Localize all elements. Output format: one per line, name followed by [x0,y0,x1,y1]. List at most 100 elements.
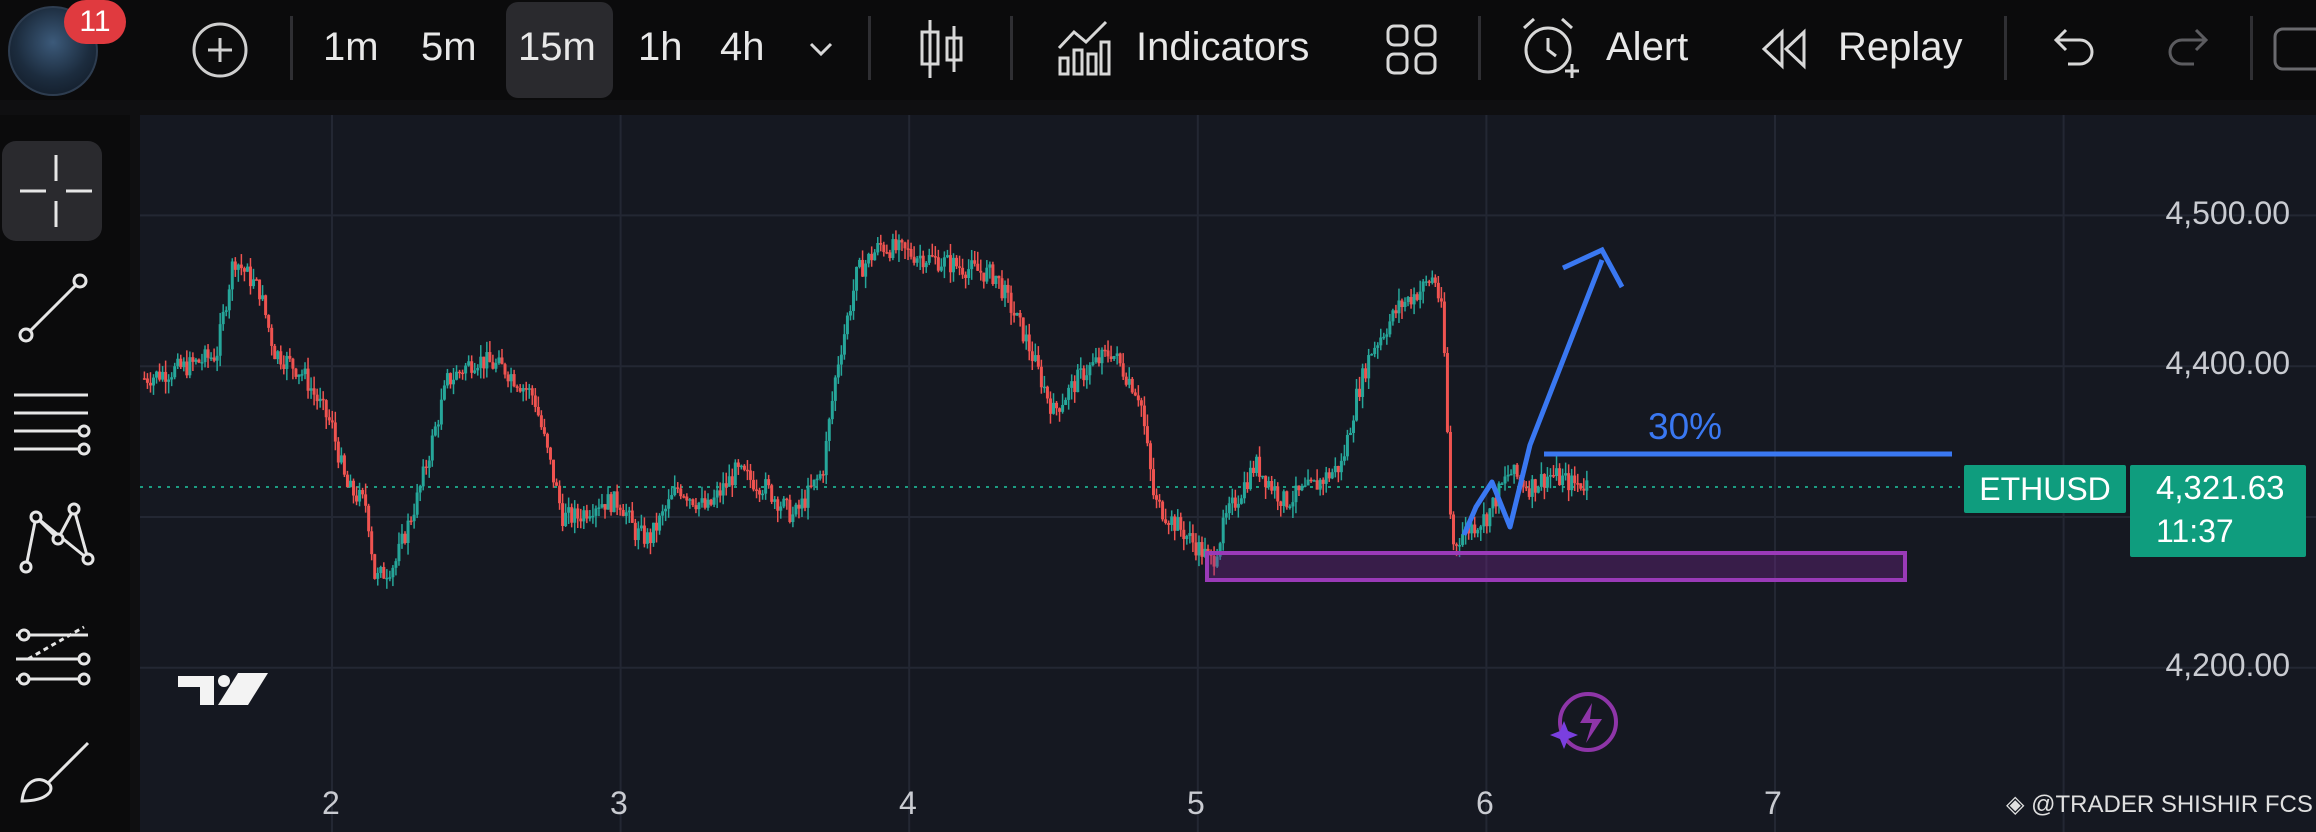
candle-body [676,487,680,489]
candle-body [558,485,562,504]
timeframe-15m[interactable]: 15m [518,25,596,69]
fib-lines-icon[interactable] [8,373,104,469]
candle-body [297,374,301,377]
candle-body [539,415,543,428]
undo-icon[interactable] [2050,26,2098,66]
candle-body [1306,479,1310,486]
indicators-button[interactable]: Indicators [1136,25,1310,69]
candle-body [673,487,677,496]
timeframe-1m[interactable]: 1m [323,25,379,69]
candle-body [158,371,162,380]
candle-body [661,511,665,516]
candle-body [448,373,452,385]
trend-line-icon[interactable] [8,257,104,353]
candle-body [918,255,922,259]
candle-body [1400,300,1404,308]
timeframe-5m[interactable]: 5m [421,25,477,69]
candle-body [645,532,649,544]
candle-body [570,507,574,523]
candle-body [1182,529,1186,540]
timeframe-1h[interactable]: 1h [638,25,683,69]
chevron-down-icon[interactable] [806,36,836,62]
candle-body [1176,517,1180,531]
x-tick-label: 2 [322,785,340,821]
candle-body [512,374,516,387]
toolbar-divider [868,16,871,80]
candle-body [236,264,240,270]
candle-body [1058,408,1062,412]
candle-body [955,257,959,267]
candle-body [915,258,919,263]
candle-body [958,266,962,268]
candle-body [433,426,437,436]
candles-icon[interactable] [916,16,968,82]
candle-body [515,386,519,388]
candle-body [1039,366,1043,388]
candle-body [855,266,859,291]
candle-body [733,462,737,486]
indicators-icon[interactable] [1056,18,1112,76]
replay-button[interactable]: Replay [1838,25,1963,69]
candle-body [1036,355,1040,367]
candle-body [1273,486,1277,491]
brush-icon[interactable] [8,721,104,817]
candle-body [842,334,846,355]
candle-body [303,368,307,375]
candle-body [1351,420,1355,434]
alarm-clock-icon[interactable] [1518,14,1584,80]
timeframe-4h[interactable]: 4h [720,25,765,69]
candle-body [1494,497,1498,507]
candle-body [721,483,725,496]
candle-body [1576,483,1580,485]
candle-body [1345,434,1349,457]
candle-body [1415,294,1419,300]
candle-body [809,485,813,488]
candle-body [1048,398,1052,414]
candle-body [1170,516,1174,525]
candle-body [370,531,374,555]
candle-body [1527,488,1531,497]
candle-body [382,566,386,579]
candle-body [367,505,371,532]
candle-body [582,510,586,522]
candle-body [930,255,934,257]
candle-body [500,357,504,365]
candle-body [1076,369,1080,393]
candle-body [1100,349,1104,364]
candle-body [912,256,916,263]
candle-body [845,315,849,335]
candle-body [1000,278,1004,299]
pattern-tool-icon[interactable] [8,489,104,585]
toolbar-divider [1478,16,1481,80]
rewind-icon[interactable] [1760,28,1810,70]
candles [142,230,1589,589]
candle-body [436,424,440,427]
candle-body [391,567,395,578]
chart-pane[interactable]: 4,500.00 4,400.00 4,200.00 ETHUSD 4,321.… [140,115,2316,832]
redo-icon[interactable] [2164,26,2212,66]
crosshair-icon[interactable] [8,143,104,239]
projection-tool-icon[interactable] [8,605,104,701]
layout-grid-icon[interactable] [1384,22,1440,78]
candle-body [1570,475,1574,491]
candle-body [242,268,246,272]
alert-button[interactable]: Alert [1606,25,1689,69]
candle-body [1585,480,1589,491]
candle-body [1212,555,1216,567]
fullscreen-icon[interactable] [2272,26,2316,72]
candle-body [752,479,756,490]
add-symbol-icon[interactable] [190,20,250,80]
candle-body [321,398,325,401]
candle-body [1188,533,1192,537]
last-price-value: 4,321.63 [2156,469,2285,506]
candle-body [576,508,580,519]
candle-body [397,543,401,562]
candle-body [967,269,971,279]
price-chart[interactable] [140,115,2316,832]
candle-body [1385,334,1389,337]
candle-body [282,364,286,369]
candle-body [655,522,659,531]
toolbar-divider [290,16,293,80]
candle-body [1567,473,1571,491]
candle-body [264,295,268,316]
